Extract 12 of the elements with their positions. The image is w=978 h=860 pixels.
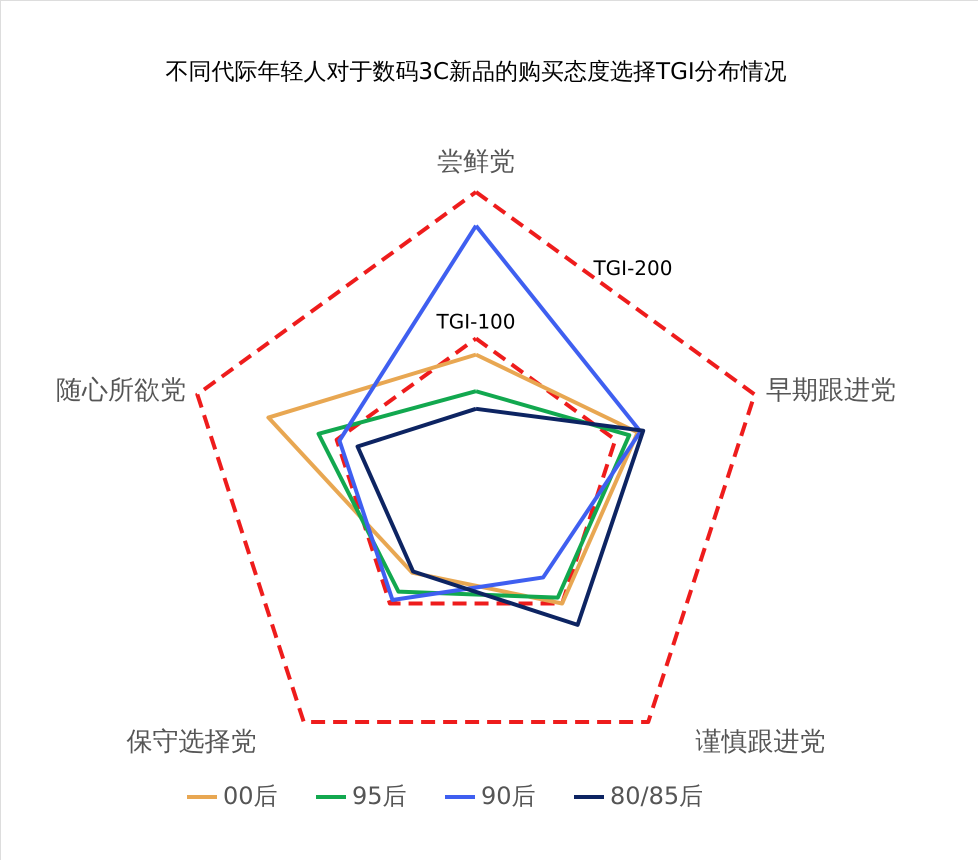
legend-label: 80/85后 bbox=[610, 782, 704, 810]
legend-label: 00后 bbox=[223, 782, 278, 810]
y-tick-label: TGI-200 bbox=[592, 256, 672, 280]
spoke-label: 尝鲜党 bbox=[437, 147, 515, 177]
spoke-label: 谨慎跟进党 bbox=[695, 726, 826, 757]
y-tick-label: TGI-100 bbox=[435, 310, 516, 334]
spoke-label: 随心所欲党 bbox=[56, 376, 186, 406]
chart-title: 不同代际年轻人对于数码3C新品的购买态度选择TGI分布情况 bbox=[165, 59, 787, 85]
legend-label: 90后 bbox=[481, 782, 536, 810]
spoke-label: 保守选择党 bbox=[126, 726, 257, 757]
spoke-label: 早期跟进党 bbox=[766, 376, 896, 406]
legend-label: 95后 bbox=[352, 782, 407, 810]
